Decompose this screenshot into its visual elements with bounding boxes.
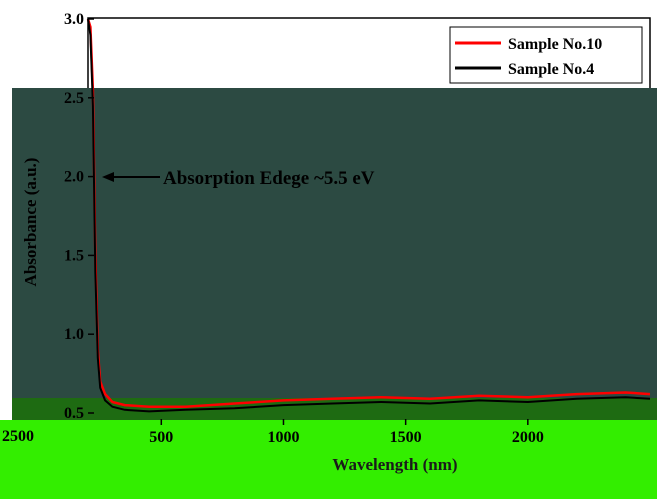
green-overlay-band (0, 420, 657, 499)
annotation-arrow-head (102, 172, 114, 182)
y-tick-label: 1.5 (64, 247, 84, 264)
y-axis-title: Absorbance (a.u.) (21, 158, 40, 287)
series-line-sample-no-4 (87, 18, 651, 413)
x-tick-label: 1000 (267, 429, 299, 446)
y-tick-label: 0.5 (64, 405, 84, 422)
y-axis: 0.5 1.0 1.5 2.0 2.5 3.0 (64, 11, 94, 422)
x-axis-title: Wavelength (nm) (332, 455, 457, 474)
legend-label-sample-no10: Sample No.10 (508, 36, 602, 53)
x-tick-label: 1500 (390, 429, 422, 446)
annotation-text: Absorption Edege ~5.5 eV (163, 168, 375, 189)
legend-label-sample-no4: Sample No.4 (508, 61, 594, 78)
legend-box (449, 26, 643, 84)
y-tick-label: 2.0 (64, 169, 84, 186)
x-tick-label: 2000 (512, 429, 544, 446)
y-tick-label: 1.0 (64, 326, 84, 343)
y-tick-label: 2.5 (64, 90, 84, 107)
annotation: Absorption Edege ~5.5 eV (102, 168, 375, 189)
y-tick-label: 3.0 (64, 11, 84, 28)
stray-xtick-label: 2500 (2, 428, 34, 445)
series-layer (86, 18, 651, 413)
dark-green-strip (12, 398, 657, 420)
dark-overlay-panel (12, 88, 657, 400)
x-axis: 500 1000 1500 2000 (149, 419, 544, 446)
legend: Sample No.10 Sample No.4 (449, 26, 643, 84)
x-tick-label: 500 (149, 429, 173, 446)
